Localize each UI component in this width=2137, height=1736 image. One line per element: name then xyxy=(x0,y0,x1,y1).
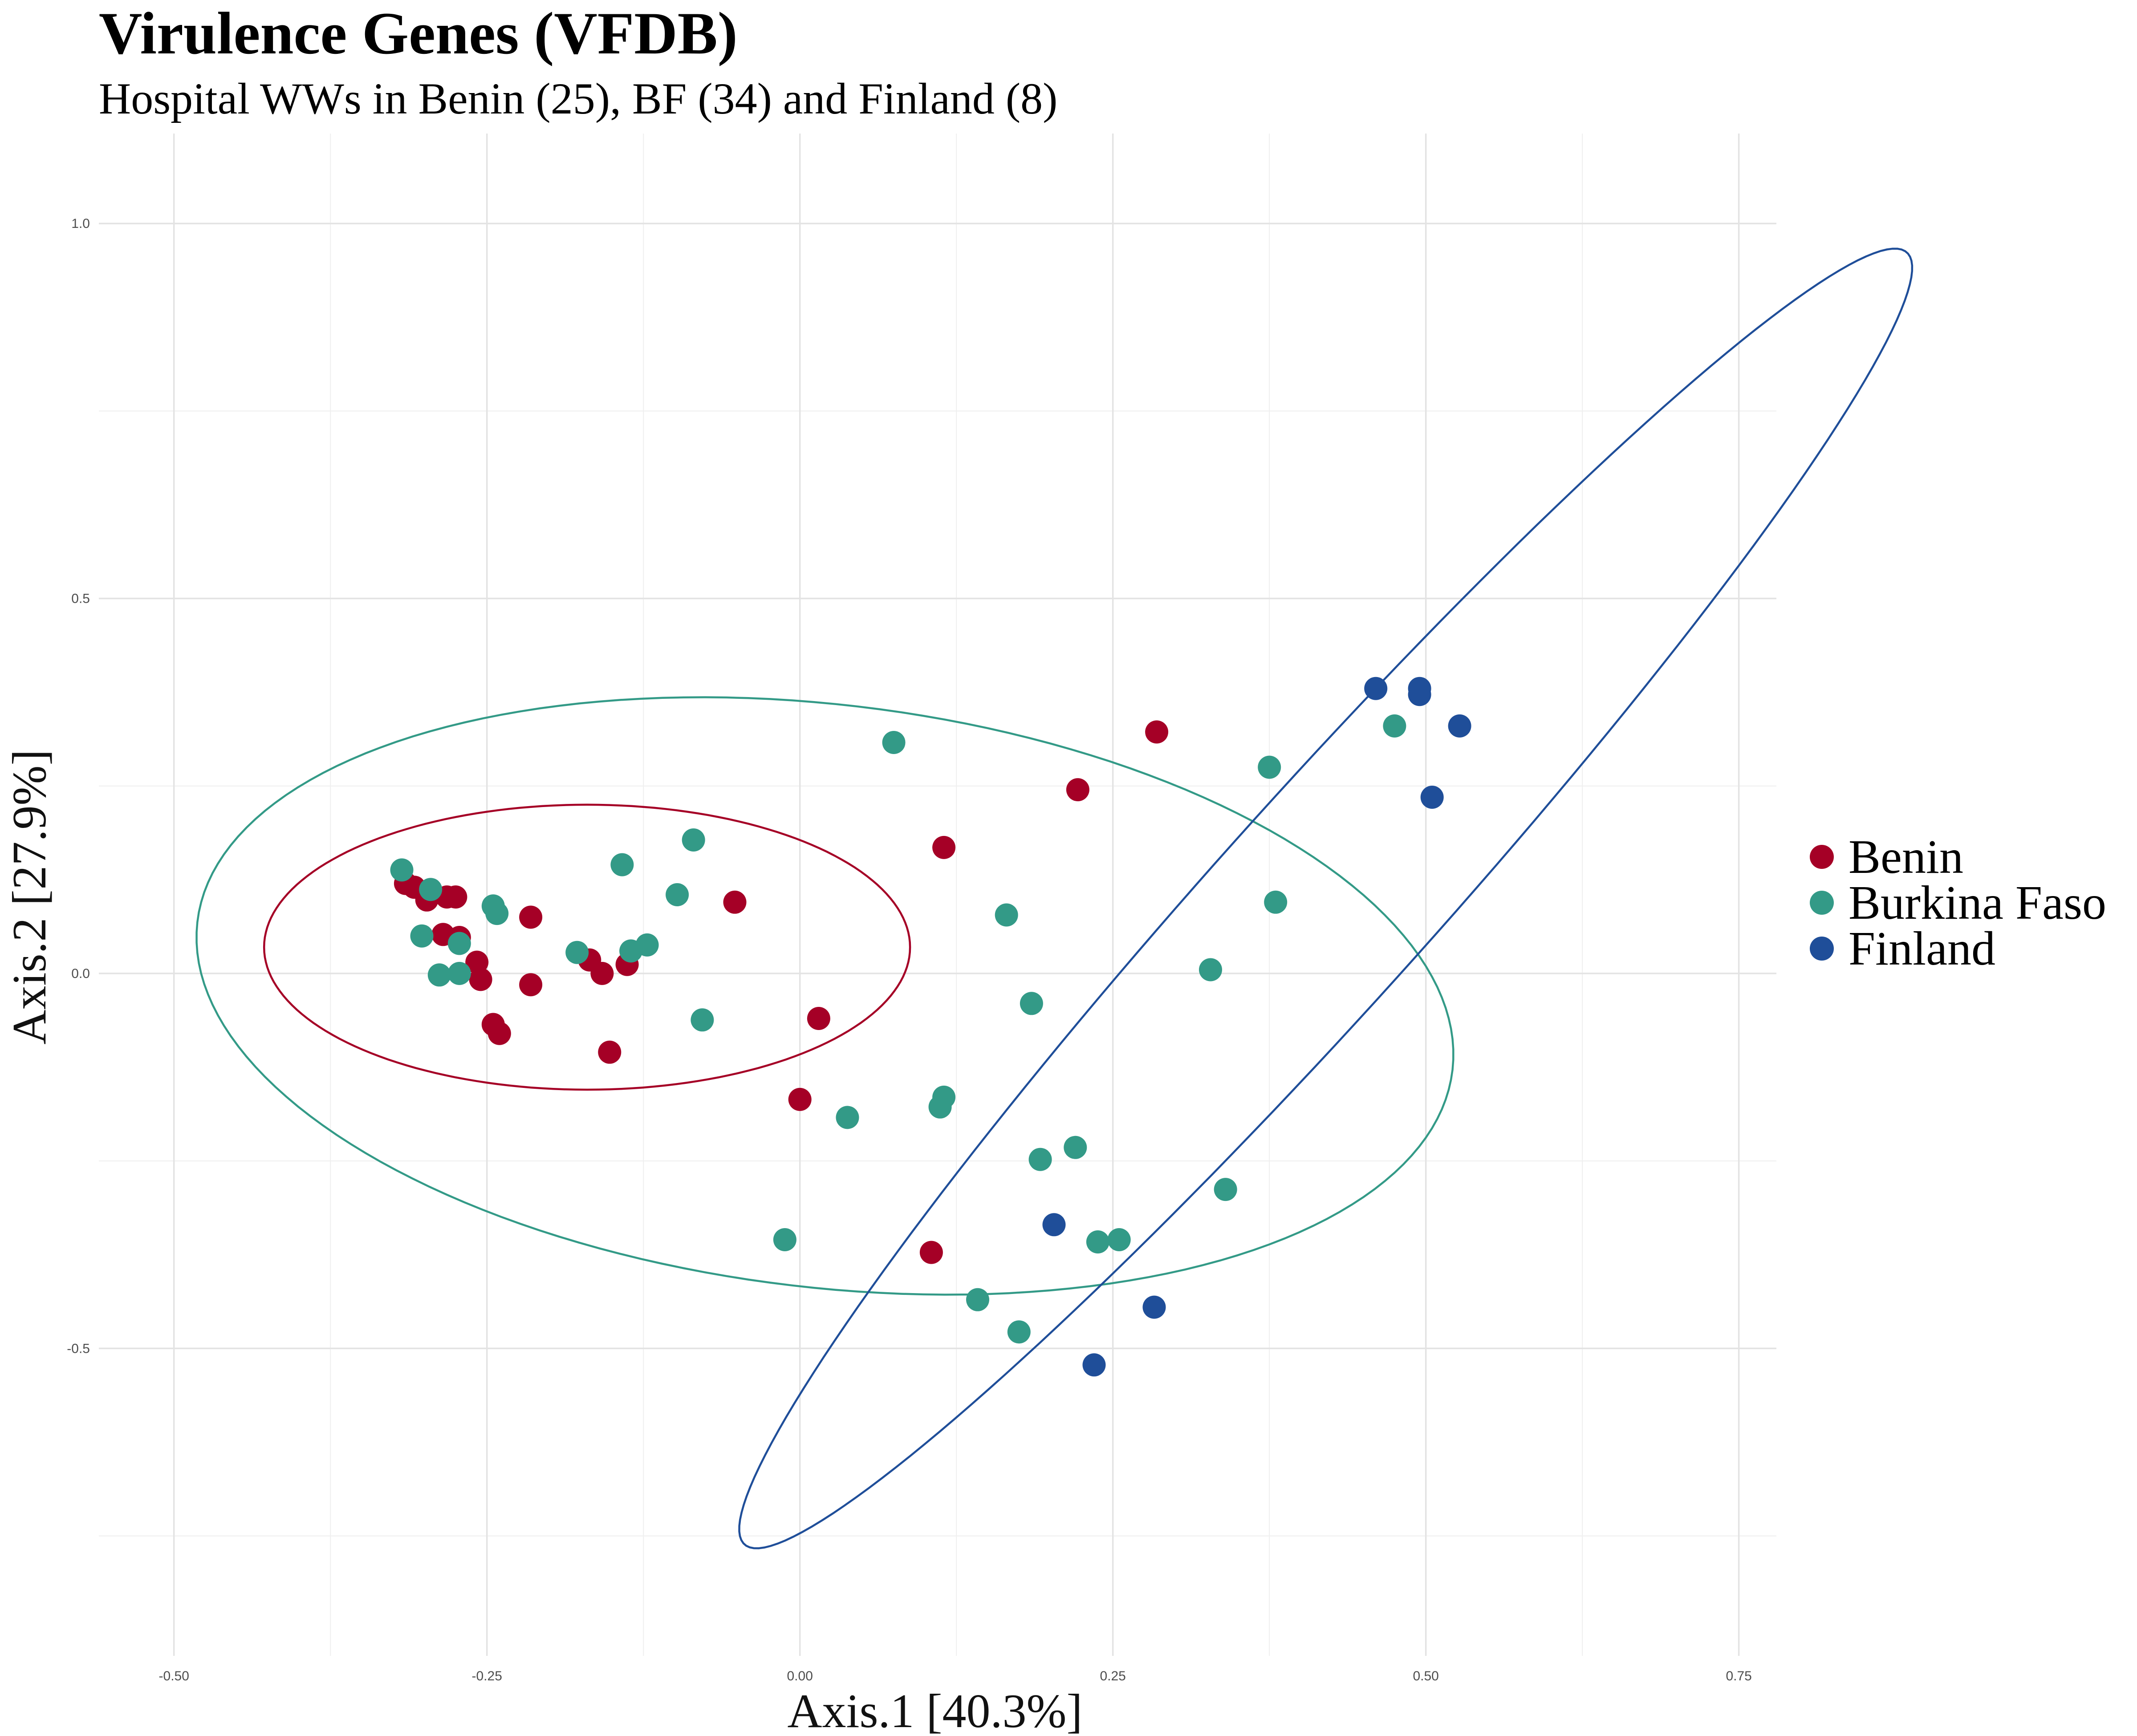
point-burkina-faso xyxy=(390,858,414,882)
point-finland xyxy=(1408,683,1431,706)
point-burkina-faso xyxy=(836,1106,859,1129)
y-tick-label: 1.0 xyxy=(71,216,90,231)
y-axis-title: Axis.2 [27.9%] xyxy=(3,750,56,1045)
point-burkina-faso xyxy=(565,941,589,964)
point-benin xyxy=(788,1087,812,1111)
point-burkina-faso xyxy=(1007,1320,1031,1344)
point-burkina-faso xyxy=(635,933,659,957)
point-burkina-faso xyxy=(1383,714,1406,738)
point-burkina-faso xyxy=(447,961,471,985)
point-benin xyxy=(590,961,614,985)
x-tick-label: -0.50 xyxy=(159,1669,189,1683)
legend-key-burkina-faso xyxy=(1810,891,1834,915)
point-benin xyxy=(465,950,489,974)
point-benin xyxy=(469,968,492,991)
point-finland xyxy=(1420,786,1444,809)
point-burkina-faso xyxy=(610,853,634,876)
legend-label-benin: Benin xyxy=(1849,831,1963,884)
point-finland xyxy=(1142,1295,1166,1319)
point-burkina-faso xyxy=(447,932,471,955)
point-burkina-faso xyxy=(485,902,509,925)
point-burkina-faso xyxy=(1064,1136,1087,1159)
tick-labels: -0.50 -0.25 0.00 0.25 0.50 0.75 -0.5 0.0 0.5 1.0 xyxy=(67,216,1752,1683)
point-burkina-faso xyxy=(419,878,443,901)
point-burkina-faso xyxy=(882,731,906,754)
point-benin xyxy=(1066,778,1089,802)
x-tick-label: 0.75 xyxy=(1726,1669,1751,1683)
point-burkina-faso xyxy=(682,828,705,852)
chart-title: Virulence Genes (VFDB) xyxy=(99,0,738,67)
x-tick-label: 0.50 xyxy=(1413,1669,1438,1683)
legend-label-finland: Finland xyxy=(1849,922,1995,975)
point-finland xyxy=(1448,714,1471,738)
point-burkina-faso xyxy=(1214,1178,1237,1201)
point-benin xyxy=(807,1007,830,1030)
point-benin xyxy=(519,905,543,929)
point-burkina-faso xyxy=(932,1085,956,1109)
point-finland xyxy=(1042,1213,1066,1237)
point-benin xyxy=(519,973,543,997)
legend-label-burkina-faso: Burkina Faso xyxy=(1849,876,2106,929)
x-tick-label: 0.00 xyxy=(787,1669,813,1683)
x-axis-title: Axis.1 [40.3%] xyxy=(788,1685,1083,1736)
point-burkina-faso xyxy=(995,903,1018,927)
point-finland xyxy=(1082,1353,1106,1377)
point-benin xyxy=(932,836,956,859)
point-burkina-faso xyxy=(1258,755,1281,779)
grid-layer xyxy=(99,134,1776,1656)
data-points xyxy=(390,677,1471,1377)
x-tick-label: -0.25 xyxy=(472,1669,502,1683)
point-burkina-faso xyxy=(1107,1228,1131,1251)
point-burkina-faso xyxy=(1086,1230,1109,1253)
y-tick-label: -0.5 xyxy=(67,1341,90,1356)
point-burkina-faso xyxy=(1028,1148,1052,1171)
point-burkina-faso xyxy=(966,1288,989,1311)
point-burkina-faso xyxy=(1264,890,1288,914)
point-burkina-faso xyxy=(1020,992,1043,1015)
point-burkina-faso xyxy=(666,883,689,906)
y-tick-label: 0.0 xyxy=(71,966,90,981)
point-benin xyxy=(919,1241,943,1264)
point-benin xyxy=(723,890,747,914)
point-finland xyxy=(1364,677,1388,700)
point-burkina-faso xyxy=(1199,958,1222,982)
ellipse-finland xyxy=(738,247,1914,1549)
point-burkina-faso xyxy=(410,924,434,948)
legend-key-benin xyxy=(1810,845,1834,869)
point-burkina-faso xyxy=(773,1228,796,1251)
chart-subtitle: Hospital WWs in Benin (25), BF (34) and … xyxy=(99,74,1057,123)
legend-key-finland xyxy=(1810,937,1834,961)
y-tick-label: 0.5 xyxy=(71,592,90,606)
point-benin xyxy=(444,885,467,909)
ellipse-benin xyxy=(263,803,911,1091)
ellipse-burkina-faso xyxy=(195,696,1454,1296)
point-benin xyxy=(1145,720,1169,744)
x-tick-label: 0.25 xyxy=(1100,1669,1125,1683)
point-benin xyxy=(488,1022,511,1045)
point-burkina-faso xyxy=(691,1008,714,1032)
point-benin xyxy=(598,1040,622,1064)
point-burkina-faso xyxy=(427,963,451,987)
